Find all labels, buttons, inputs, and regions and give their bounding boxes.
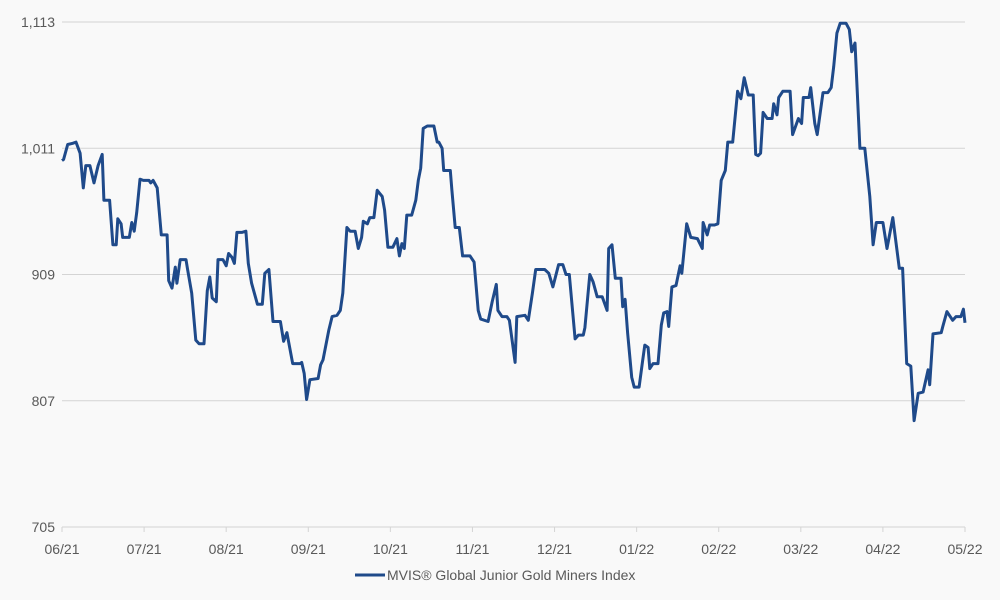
x-tick-label: 07/21 — [127, 541, 162, 557]
y-tick-label: 705 — [32, 519, 56, 535]
y-axis: 705 807 909 1,011 1,113 — [21, 14, 55, 535]
x-tick-label: 03/22 — [783, 541, 818, 557]
legend: MVIS® Global Junior Gold Miners Index — [355, 567, 635, 583]
y-tick-label: 1,113 — [21, 14, 55, 30]
series-line-mvis-global-junior-gold-miners-index — [61, 21, 967, 423]
x-tick-label: 11/21 — [455, 541, 489, 557]
x-tick-label: 02/22 — [701, 541, 736, 557]
x-tick-label: 09/21 — [291, 541, 326, 557]
x-tick-label: 08/21 — [209, 541, 244, 557]
x-tick-label: 05/22 — [947, 541, 982, 557]
gridlines — [62, 21, 965, 402]
x-tick-label: 12/21 — [537, 541, 572, 557]
x-axis: 06/21 07/21 08/21 09/21 10/21 11/21 12/21 01/22… — [44, 526, 983, 557]
x-tick-label: 01/22 — [619, 541, 654, 557]
legend-label: MVIS® Global Junior Gold Miners Index — [387, 567, 635, 583]
y-tick-label: 1,011 — [21, 140, 55, 156]
x-tick-label: 10/21 — [373, 541, 408, 557]
x-tick-label: 04/22 — [865, 541, 900, 557]
y-tick-label: 807 — [32, 393, 56, 409]
y-tick-label: 909 — [32, 267, 56, 283]
x-tick-label: 06/21 — [44, 541, 79, 557]
